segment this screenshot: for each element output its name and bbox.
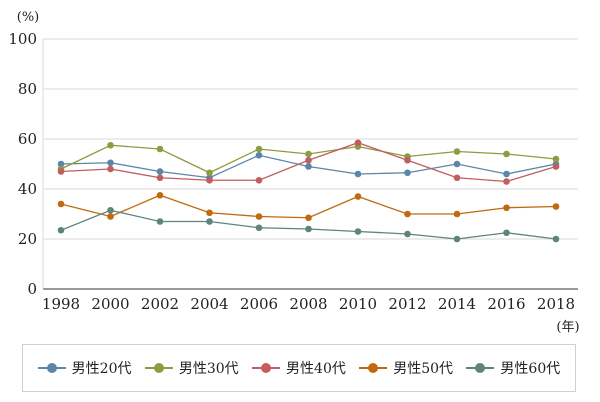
series-lines [57, 139, 560, 243]
data-point [552, 235, 560, 243]
legend-label: 男性50代 [393, 361, 454, 377]
x-tick-label: 2006 [240, 295, 278, 313]
x-tick-label: 1998 [42, 295, 80, 313]
data-point [206, 218, 213, 225]
legend-label: 男性20代 [71, 361, 132, 377]
data-point [206, 176, 213, 184]
data-point [453, 148, 461, 155]
data-point [107, 141, 114, 149]
x-tick-label: 2018 [537, 295, 575, 313]
legend-item: 男性20代 [37, 358, 132, 378]
data-point [552, 203, 560, 210]
y-tick-label: 40 [18, 180, 37, 198]
data-point [107, 159, 114, 167]
series-3 [57, 139, 560, 185]
x-tick-label: 2010 [339, 295, 377, 313]
data-point [354, 170, 362, 178]
data-point [57, 226, 65, 234]
series-5 [57, 206, 560, 243]
data-point [255, 145, 263, 153]
x-tick-label: 2012 [388, 295, 426, 313]
y-tick-label: 100 [8, 30, 37, 48]
data-point [156, 145, 164, 153]
x-tick-label: 2004 [190, 295, 228, 313]
data-point [404, 210, 411, 218]
series-1 [57, 151, 560, 182]
data-point [552, 163, 560, 170]
x-unit-label: (年) [556, 320, 579, 335]
y-tick-label: 0 [27, 280, 37, 298]
x-tick-label: 2016 [487, 295, 525, 313]
legend-swatch [37, 363, 66, 373]
data-point [107, 206, 114, 214]
x-axis-ticks: 1998 2000 2002 2004 2006 2008 2010 2012 2014 2016… [42, 295, 575, 313]
data-point [503, 150, 510, 158]
legend-swatch [359, 363, 388, 373]
y-unit-label: (%) [17, 10, 40, 25]
series-4 [57, 191, 560, 222]
data-point [354, 228, 362, 235]
data-point [255, 176, 263, 184]
legend-swatch [144, 363, 173, 373]
data-point [305, 225, 312, 233]
data-point [503, 229, 510, 237]
x-tick-label: 2014 [438, 295, 476, 313]
data-point [453, 174, 461, 182]
data-point [57, 200, 65, 208]
x-tick-label: 2008 [289, 295, 327, 313]
data-point [255, 151, 263, 159]
legend-label: 男性40代 [286, 361, 346, 377]
data-point [156, 174, 164, 182]
grid-lines [42, 38, 578, 290]
data-point [156, 218, 164, 225]
legend: 男性20代 男性30代 男性40代 男性50代 男性60代 [22, 344, 576, 392]
data-point [57, 168, 65, 175]
series-line [60, 194, 557, 219]
data-point [206, 209, 213, 217]
data-point [206, 169, 213, 177]
legend-swatch [466, 363, 495, 373]
line-chart: 0 20 40 60 80 100 1998 2000 2002 2004 2006 2008 201… [8, 10, 579, 335]
data-point [404, 230, 411, 238]
legend-label: 男性60代 [500, 361, 561, 377]
legend-item: 男性40代 [252, 358, 346, 378]
data-point [503, 178, 510, 185]
data-point [453, 160, 461, 168]
legend-item: 男性50代 [359, 358, 453, 378]
data-point [305, 150, 312, 158]
data-point [453, 210, 461, 218]
data-point [57, 160, 65, 168]
data-point [107, 213, 114, 220]
y-tick-label: 20 [18, 230, 37, 248]
y-tick-label: 80 [18, 80, 37, 98]
data-point [552, 155, 560, 163]
data-point [305, 214, 312, 222]
data-point [305, 156, 312, 164]
legend-label: 男性30代 [178, 361, 239, 377]
data-point [107, 165, 114, 173]
data-point [156, 191, 164, 199]
data-point [255, 224, 263, 232]
data-point [354, 139, 362, 147]
legend-item: 男性30代 [144, 358, 239, 378]
data-point [255, 213, 263, 220]
legend-item: 男性60代 [466, 358, 560, 378]
data-point [404, 156, 411, 164]
x-tick-label: 2000 [91, 295, 129, 313]
data-point [354, 193, 362, 200]
data-point [503, 170, 510, 178]
data-point [404, 169, 411, 177]
data-point [453, 235, 461, 243]
data-point [156, 168, 164, 175]
y-axis-ticks: 0 20 40 60 80 100 [8, 30, 37, 298]
legend-swatch [252, 363, 281, 373]
data-point [503, 204, 510, 212]
y-tick-label: 60 [18, 130, 37, 148]
x-tick-label: 2002 [141, 295, 179, 313]
data-point [305, 163, 312, 170]
